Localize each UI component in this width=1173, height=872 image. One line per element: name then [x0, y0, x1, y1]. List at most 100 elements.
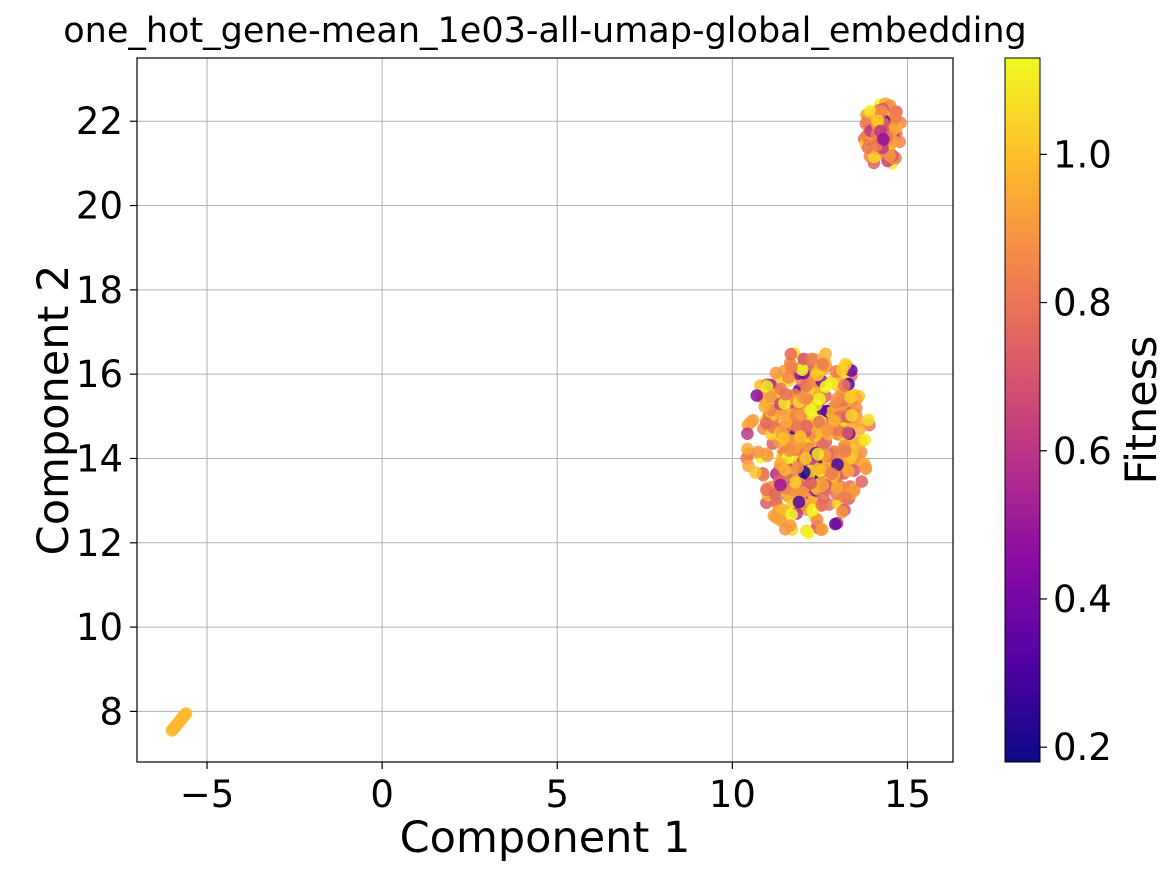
- colorbar-tick-label: 1.0: [1053, 133, 1112, 176]
- y-tick-label: 22: [76, 100, 123, 143]
- data-point: [858, 433, 872, 447]
- data-point: [785, 361, 798, 375]
- data-point: [784, 347, 798, 361]
- data-point: [795, 363, 809, 377]
- data-point: [800, 392, 813, 405]
- data-point: [829, 517, 842, 531]
- data-point: [750, 389, 764, 402]
- x-tick-label: 10: [709, 773, 756, 816]
- data-point: [838, 445, 852, 458]
- data-point: [831, 392, 844, 405]
- data-point: [840, 426, 854, 440]
- data-point: [817, 491, 830, 505]
- data-point: [764, 390, 778, 404]
- plot-frame: [136, 57, 954, 763]
- data-point: [760, 380, 774, 393]
- data-point: [789, 476, 802, 489]
- data-point: [871, 114, 885, 128]
- data-point: [761, 449, 774, 463]
- data-point: [795, 408, 808, 422]
- data-point: [812, 415, 826, 429]
- data-point: [758, 400, 771, 414]
- data-point: [811, 447, 825, 461]
- y-tick-label: 18: [76, 269, 123, 312]
- data-point: [813, 392, 826, 406]
- x-tick-label: −5: [180, 773, 235, 816]
- data-point: [820, 424, 834, 437]
- x-tick-label: 15: [884, 773, 931, 816]
- data-point: [819, 380, 833, 394]
- data-point: [814, 523, 828, 536]
- y-tick-label: 12: [76, 522, 123, 565]
- data-point: [769, 366, 783, 380]
- data-point: [816, 479, 830, 492]
- y-tick-label: 20: [76, 185, 123, 228]
- data-point: [749, 466, 762, 479]
- colorbar-tick-label: 0.4: [1053, 578, 1112, 621]
- data-point: [816, 358, 830, 371]
- data-point: [779, 415, 793, 429]
- x-axis: −5 0 5 10 15: [180, 762, 931, 816]
- colorbar-tick-label: 0.8: [1053, 282, 1112, 325]
- data-point: [825, 467, 839, 481]
- data-point: [889, 110, 902, 123]
- data-point: [859, 462, 873, 476]
- colorbar-label: Fitness: [1117, 336, 1167, 485]
- data-point: [746, 414, 760, 427]
- data-point: [799, 452, 812, 465]
- data-point: [777, 432, 790, 445]
- data-point: [800, 419, 813, 433]
- data-point: [812, 462, 826, 476]
- data-point: [768, 488, 782, 501]
- y-axis-label: Component 2: [29, 265, 79, 556]
- data-point: [839, 357, 852, 371]
- data-point: [774, 478, 787, 492]
- data-point: [794, 430, 807, 443]
- data-point: [796, 486, 810, 499]
- colorbar: [1004, 57, 1041, 763]
- data-point: [877, 133, 890, 146]
- data-point: [804, 403, 818, 417]
- data-points: [165, 97, 907, 737]
- data-point: [805, 352, 819, 366]
- data-point: [863, 105, 877, 118]
- data-point: [792, 495, 806, 509]
- data-point: [804, 476, 818, 490]
- data-point: [759, 416, 773, 430]
- data-point: [784, 519, 797, 532]
- chart-title: one_hot_gene-mean_1e03-all-umap-global_e…: [63, 11, 1027, 51]
- data-point: [741, 427, 754, 441]
- data-point: [836, 505, 849, 519]
- y-tick-label: 10: [76, 606, 123, 649]
- y-axis: 8 10 12 14 16 18 20 22: [76, 100, 137, 733]
- colorbar-ticks: 0.2 0.4 0.6 0.8 1.0: [1040, 133, 1112, 769]
- x-axis-label: Component 1: [400, 813, 691, 863]
- data-point: [802, 526, 815, 540]
- data-point: [791, 461, 804, 474]
- data-point: [779, 387, 793, 401]
- data-point: [830, 481, 844, 495]
- data-point: [828, 414, 841, 428]
- colorbar-tick-label: 0.6: [1053, 430, 1112, 473]
- data-point: [785, 508, 798, 521]
- data-point: [845, 409, 858, 422]
- y-tick-label: 14: [76, 437, 123, 480]
- data-point: [831, 458, 844, 471]
- data-point: [179, 707, 193, 720]
- data-point: [838, 491, 852, 505]
- data-point: [842, 464, 855, 478]
- y-tick-label: 16: [76, 353, 123, 396]
- data-point: [810, 513, 824, 526]
- data-point: [783, 444, 796, 457]
- data-point: [844, 391, 857, 404]
- y-tick-label: 8: [99, 690, 123, 733]
- data-point: [741, 442, 754, 456]
- data-point: [855, 475, 868, 488]
- data-point: [811, 368, 825, 382]
- data-point: [838, 379, 851, 392]
- x-tick-label: 0: [370, 773, 394, 816]
- data-point: [778, 463, 792, 477]
- data-point: [862, 413, 875, 427]
- x-tick-label: 5: [545, 773, 569, 816]
